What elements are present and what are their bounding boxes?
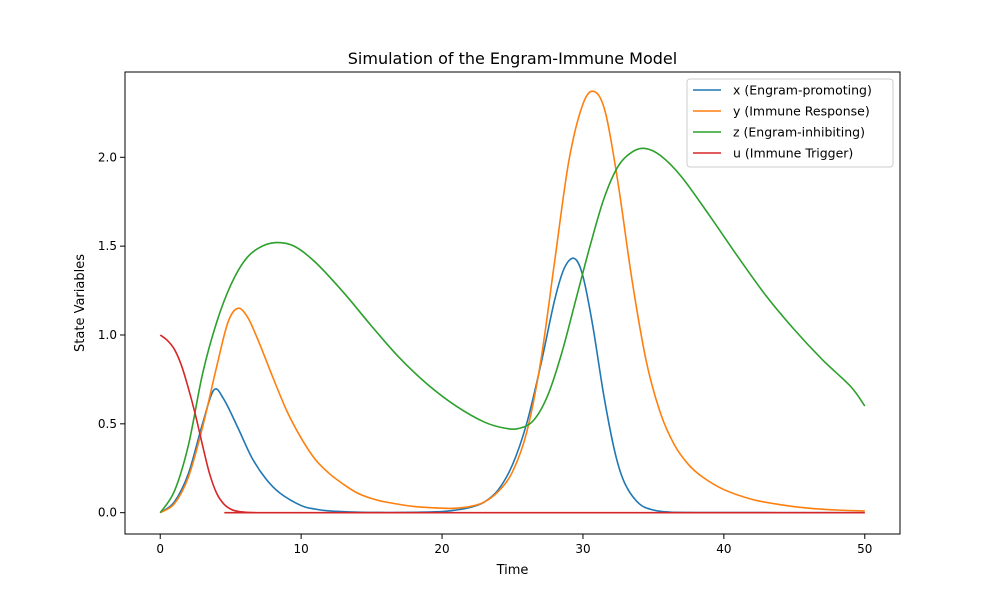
legend-label: u (Immune Trigger)	[733, 146, 853, 161]
x-axis-label: Time	[496, 563, 529, 578]
plot-area	[124, 71, 901, 535]
legend-box	[686, 78, 894, 168]
x-tick-label: 10	[293, 542, 308, 556]
series-layer	[159, 90, 866, 514]
x-tick-label: 50	[857, 542, 872, 556]
legend: x (Engram-promoting) y (Immune Response) z…	[686, 78, 894, 168]
series-line-2	[159, 90, 865, 514]
legend-label: y (Immune Response)	[733, 104, 870, 119]
y-tick-label: 2.0	[98, 150, 117, 164]
series-line-4	[159, 334, 865, 514]
x-tick-label: 40	[716, 542, 731, 556]
y-tick-label: 1.5	[98, 239, 117, 253]
series-line-3	[159, 147, 866, 514]
y-tick-label: 0.0	[98, 506, 117, 520]
y-tick-label: 1.0	[98, 328, 117, 342]
legend-label: x (Engram-promoting)	[733, 83, 872, 98]
chart-title: Simulation of the Engram-Immune Model	[348, 49, 677, 68]
x-tick-label: 30	[575, 542, 590, 556]
plot-frame	[124, 71, 901, 535]
x-axis: 0 10 20 30 40 50	[156, 534, 872, 556]
y-tick-label: 0.5	[98, 417, 117, 431]
y-axis: 0.0 0.5 1.0 1.5 2.0	[98, 150, 125, 520]
x-tick-label: 20	[434, 542, 449, 556]
y-axis-label: State Variables	[73, 254, 88, 352]
legend-label: z (Engram-inhibiting)	[733, 125, 865, 140]
x-tick-label: 0	[156, 542, 164, 556]
